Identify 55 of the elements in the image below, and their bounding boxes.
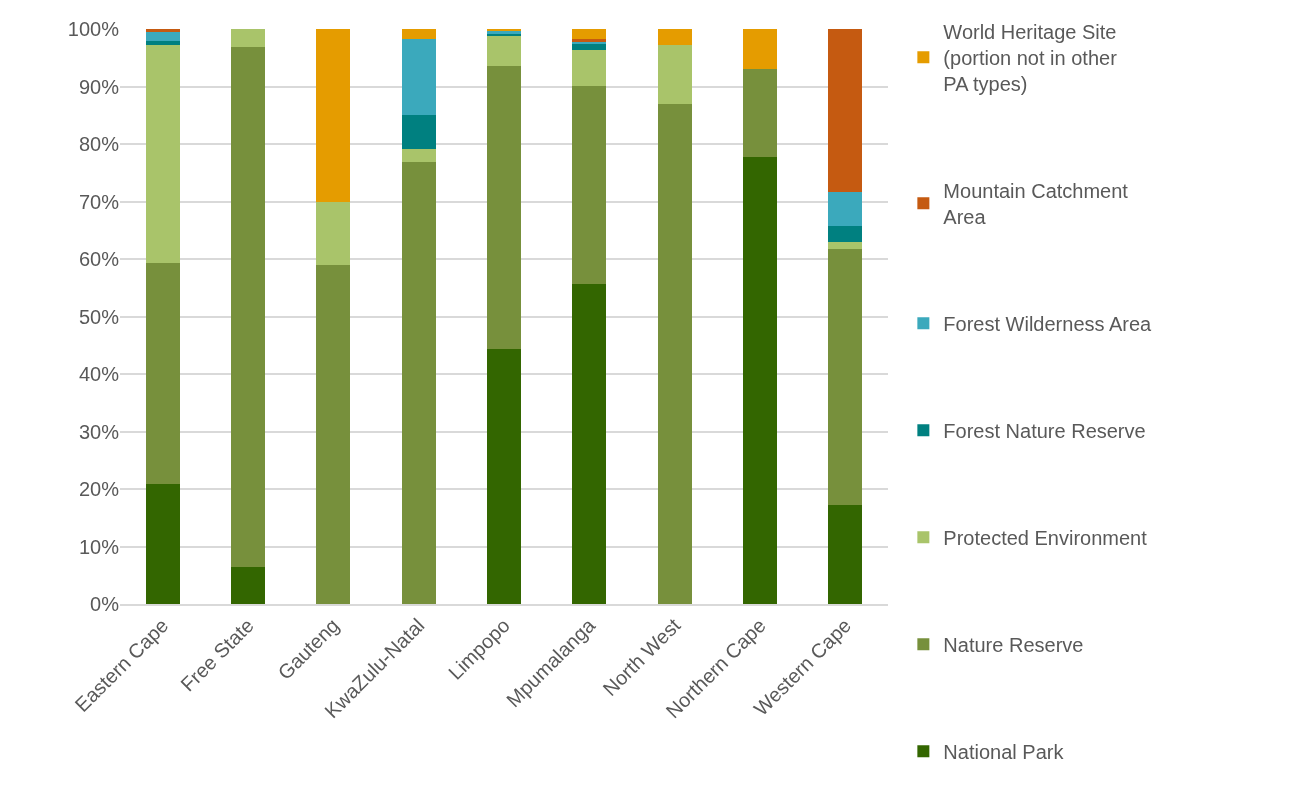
bar (572, 49, 607, 86)
bar (316, 264, 351, 604)
bar (230, 46, 266, 567)
legend-label: World Heritage Site (portion not in other PA types) (943, 21, 1118, 96)
legend-label: Mountain Catchment Area (943, 180, 1129, 229)
legend-label: Forest Nature Reserve (943, 420, 1146, 443)
bar (742, 29, 778, 70)
bar (486, 35, 522, 66)
y-tick-label: 0% (90, 593, 120, 615)
bar (145, 263, 180, 484)
bar (572, 85, 607, 284)
bar (828, 192, 863, 227)
y-tick-label: 70% (78, 190, 120, 213)
bar (145, 31, 180, 41)
y-tick-label: 50% (78, 305, 120, 328)
y-tick-label: 90% (78, 75, 120, 98)
bar (401, 38, 436, 115)
bar (316, 29, 351, 202)
legend-label: National Park (943, 741, 1065, 764)
y-tick-label: 10% (78, 535, 120, 558)
bar (572, 29, 607, 40)
bar (401, 114, 436, 150)
legend-label: Forest Wilderness Area (943, 313, 1153, 336)
bar (572, 43, 607, 50)
legend-label: Protected Environment (943, 527, 1148, 550)
bar (828, 242, 863, 249)
bar (316, 201, 351, 265)
bar (828, 505, 863, 604)
bar (230, 566, 266, 604)
legend-label: Nature Reserve (943, 634, 1084, 657)
bar (145, 29, 180, 32)
bar (828, 248, 863, 506)
y-tick-label: 80% (78, 133, 120, 155)
y-tick-label: 60% (78, 248, 120, 270)
bar (230, 29, 266, 47)
bar (145, 483, 180, 604)
bar (486, 65, 522, 350)
bar (572, 283, 607, 604)
y-tick-label: 100% (67, 18, 120, 40)
bar (145, 44, 180, 264)
y-tick-label: 40% (78, 363, 120, 385)
bar (401, 149, 436, 163)
bar (742, 157, 778, 604)
bar (657, 103, 692, 604)
bar (145, 40, 180, 45)
bar (657, 29, 692, 45)
bar (401, 162, 436, 604)
y-tick-label: 20% (78, 478, 120, 500)
y-tick-label: 30% (78, 420, 120, 443)
bar (742, 69, 778, 158)
bar (657, 44, 692, 104)
bar (828, 29, 863, 193)
bar (401, 29, 436, 39)
bar (828, 226, 863, 243)
bar (486, 349, 522, 604)
